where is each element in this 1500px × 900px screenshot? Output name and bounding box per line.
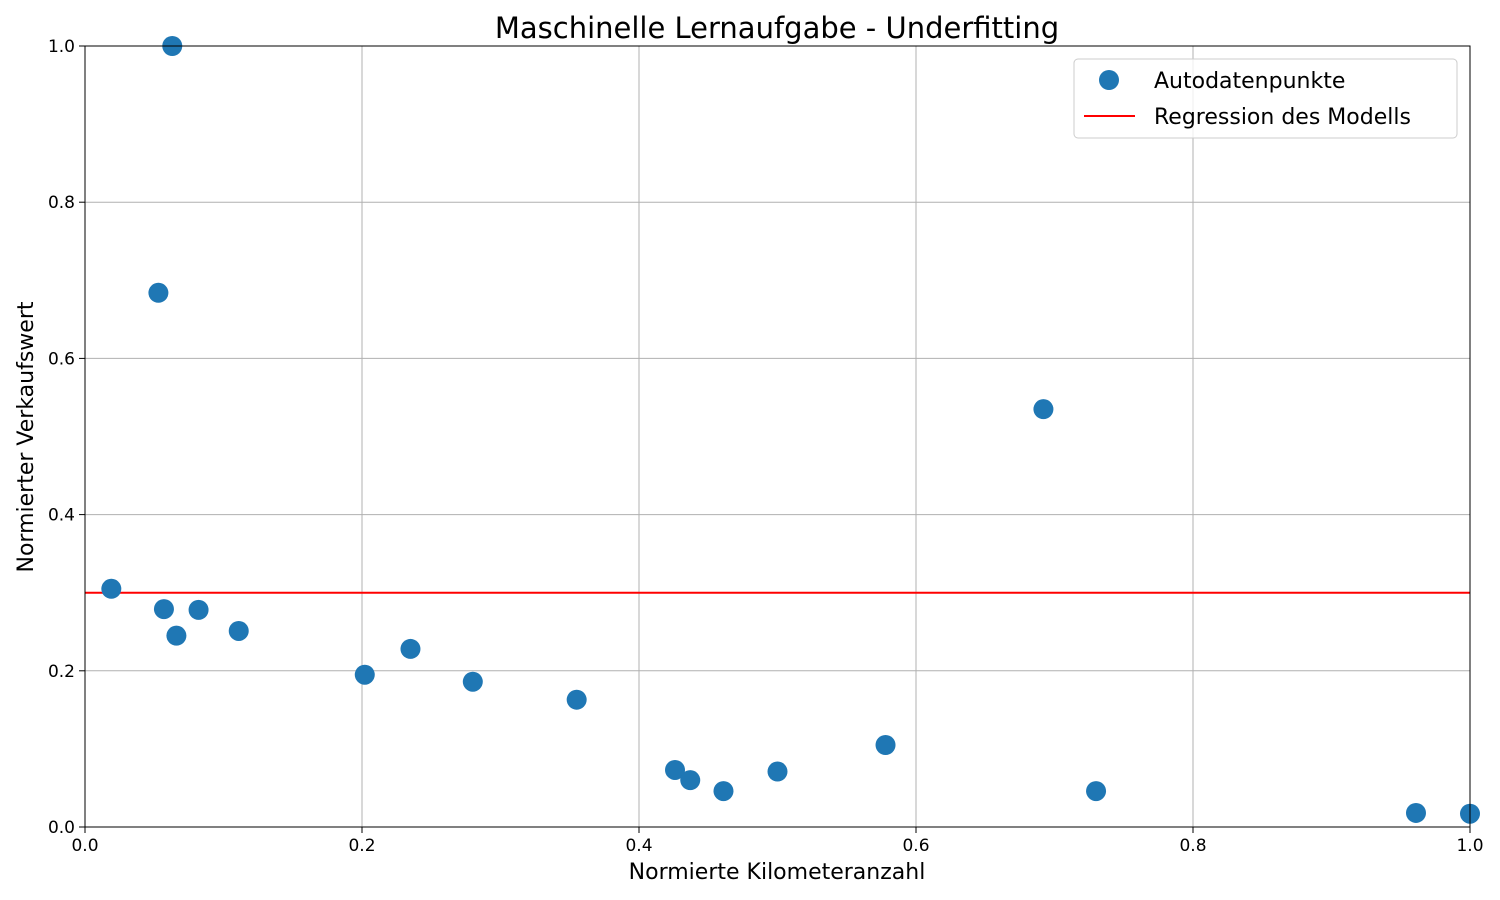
data-points <box>101 36 1480 824</box>
data-point <box>188 599 209 620</box>
x-tick-label: 1.0 <box>1456 836 1483 856</box>
plot-frame <box>84 45 1471 828</box>
y-tick-label: 0.4 <box>48 506 75 526</box>
x-tick-label: 0.8 <box>1179 836 1206 856</box>
data-point <box>462 671 483 692</box>
data-point <box>148 282 169 303</box>
y-axis-label: Normierter Verkaufswert <box>14 301 39 572</box>
y-tick-label: 0.2 <box>48 662 75 682</box>
data-point <box>680 770 701 791</box>
grid-lines <box>84 45 1471 828</box>
data-point <box>166 625 187 646</box>
data-point <box>1033 399 1054 420</box>
y-tick-label: 0.6 <box>48 349 75 369</box>
data-point <box>354 664 375 685</box>
data-point <box>400 638 421 659</box>
data-point <box>1086 781 1107 802</box>
x-tick-label: 0.6 <box>902 836 929 856</box>
legend: Autodatenpunkte Regression des Modells <box>1073 58 1458 139</box>
x-tick-label: 0.2 <box>348 836 375 856</box>
legend-label-regression: Regression des Modells <box>1154 105 1411 130</box>
legend-label-points: Autodatenpunkte <box>1154 69 1345 94</box>
data-point <box>566 689 587 710</box>
legend-box <box>1073 58 1458 139</box>
y-tick-label: 1.0 <box>48 37 75 57</box>
x-tick-label: 0.4 <box>625 836 652 856</box>
data-point <box>713 781 734 802</box>
y-tick-label: 0.0 <box>48 818 75 838</box>
data-point <box>101 578 122 599</box>
data-point <box>767 761 788 782</box>
x-axis-label: Normierte Kilometeranzahl <box>629 860 926 885</box>
data-point <box>228 620 249 641</box>
data-point <box>153 599 174 620</box>
data-point <box>875 734 896 755</box>
x-tick-label: 0.0 <box>71 836 98 856</box>
data-point <box>665 759 686 780</box>
data-point <box>1405 802 1426 823</box>
y-axis-ticks: 0.0 0.2 0.4 0.6 0.8 1.0 <box>48 37 85 838</box>
chart-title: Maschinelle Lernaufgabe - Underfitting <box>495 11 1059 45</box>
y-tick-label: 0.8 <box>48 193 75 213</box>
legend-marker-points <box>1099 70 1119 90</box>
x-axis-ticks: 0.0 0.2 0.4 0.6 0.8 1.0 <box>71 827 1484 856</box>
